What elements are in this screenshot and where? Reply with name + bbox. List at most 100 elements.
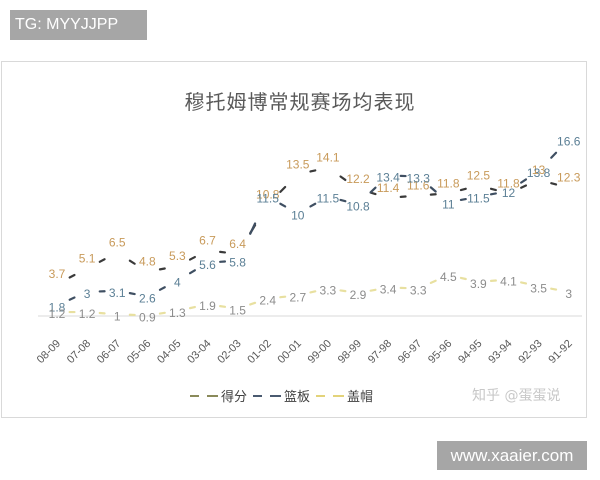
- data-label: 3.9: [470, 277, 487, 291]
- series-segment: [279, 295, 287, 299]
- data-label: 5.1: [79, 251, 96, 265]
- series-segment: [369, 186, 377, 194]
- legend-swatch-rebounds: [253, 394, 282, 397]
- data-label: 10.8: [256, 188, 280, 202]
- x-tick-label: 04-05: [155, 338, 183, 366]
- series-segment: [128, 259, 136, 265]
- x-tick-label: 07-08: [65, 338, 93, 366]
- series-segment: [520, 184, 528, 189]
- chart-legend: 得分 篮板 盖帽: [190, 386, 375, 405]
- chart-title: 穆托姆博常规赛场均表现: [184, 90, 416, 114]
- data-label: 3.1: [109, 286, 126, 300]
- series-segment: [219, 250, 227, 254]
- series-segment: [339, 198, 347, 203]
- data-label: 12.2: [346, 172, 370, 186]
- data-label: 11.8: [497, 176, 520, 190]
- data-label: 3.4: [380, 282, 397, 296]
- data-label: 1: [114, 309, 121, 323]
- series-segment: [188, 255, 196, 261]
- data-label: 6.4: [229, 237, 246, 251]
- series-segment: [128, 292, 136, 296]
- data-label: 5.8: [229, 256, 246, 270]
- data-label: 2.4: [259, 294, 276, 308]
- data-label: 1.9: [199, 299, 216, 313]
- series-segment: [188, 269, 196, 275]
- data-label: 11.8: [437, 176, 460, 190]
- data-label: 1.3: [169, 306, 186, 320]
- data-label: 11: [442, 197, 455, 211]
- data-label: 3.3: [410, 284, 427, 298]
- series-segment: [459, 187, 467, 192]
- legend-item-rebounds: 篮板: [253, 386, 310, 405]
- x-tick-label: 98-99: [336, 338, 364, 366]
- series-segment: [339, 289, 347, 293]
- data-label: 0.9: [139, 310, 156, 324]
- x-tick-label: 05-06: [125, 338, 153, 366]
- data-label: 3: [84, 287, 91, 301]
- data-label: 5.6: [199, 258, 216, 272]
- x-tick-label: 97-98: [366, 338, 394, 366]
- series-segment: [550, 182, 558, 186]
- series-segment: [550, 287, 558, 291]
- watermark-bottom: www.xaaier.com: [437, 441, 587, 470]
- data-label: 2.7: [289, 290, 306, 304]
- data-label: 13.3: [407, 172, 431, 186]
- series-segment: [158, 311, 166, 315]
- data-label: 13: [532, 163, 546, 177]
- x-tick-label: 06-07: [95, 338, 123, 366]
- data-label: 5.3: [169, 249, 186, 263]
- data-label: 1.8: [49, 300, 66, 314]
- data-label: 11.6: [407, 179, 430, 193]
- data-label: 1.5: [229, 304, 246, 318]
- series-segment: [309, 202, 317, 208]
- series-0: 3.7 5.1 6.5 4.8 5.3 6.7 6.4 10.8 13.5 14.1 12.2 11.…: [49, 151, 581, 281]
- legend-item-blocks: 盖帽: [316, 386, 373, 405]
- series-segment: [459, 276, 467, 281]
- data-label: 1.2: [49, 307, 66, 321]
- series-segment: [489, 192, 497, 196]
- series-segment: [249, 222, 257, 235]
- series-segment: [279, 185, 287, 193]
- series-segment: [459, 197, 467, 202]
- series-segment: [68, 296, 76, 301]
- series-segment: [219, 305, 227, 308]
- x-tick-label: 94-95: [456, 338, 484, 366]
- series-segment: [249, 301, 257, 306]
- data-label: 4: [174, 276, 181, 290]
- watermark-top: TG: MYYJJPP: [10, 10, 147, 40]
- series-segment: [98, 258, 106, 263]
- data-label: 14.1: [316, 151, 340, 165]
- legend-swatch-points: [190, 394, 218, 397]
- data-label: 3.7: [49, 267, 66, 281]
- data-label: 4.1: [500, 275, 517, 289]
- data-label: 3.3: [320, 284, 337, 298]
- series-segment: [369, 288, 377, 292]
- series-segment: [429, 186, 437, 193]
- legend-item-points: 得分: [190, 386, 247, 405]
- legend-swatch-blocks: [316, 394, 345, 397]
- data-label: 11.5: [317, 192, 340, 206]
- series-segment: [429, 279, 437, 284]
- x-tick-label: 95-96: [426, 338, 454, 366]
- series-segment: [520, 281, 528, 285]
- data-label: 3.5: [530, 281, 547, 295]
- data-label: 11.5: [256, 192, 279, 206]
- chart-panel: [1, 61, 587, 418]
- data-label: 4.5: [440, 270, 457, 284]
- x-tick-label: 96-97: [396, 338, 424, 366]
- series-segment: [158, 267, 166, 271]
- x-tick-label: 08-09: [35, 338, 63, 366]
- x-tick-label: 01-02: [245, 338, 273, 366]
- data-label: 3: [565, 287, 572, 301]
- data-label: 4.8: [139, 255, 156, 269]
- data-label: 2.6: [139, 291, 156, 305]
- series-segment: [158, 286, 166, 291]
- x-tick-label: 93-94: [486, 338, 514, 366]
- series-segment: [339, 175, 347, 182]
- x-tick-label: 03-04: [185, 338, 213, 366]
- series-segment: [489, 187, 497, 192]
- series-segment: [550, 151, 558, 159]
- data-label: 12.5: [467, 169, 491, 183]
